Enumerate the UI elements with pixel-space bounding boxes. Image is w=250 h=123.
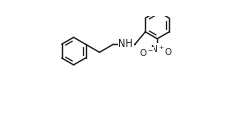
Text: O: O: [164, 48, 171, 57]
Text: O$^-$: O$^-$: [138, 47, 153, 58]
Text: N$^+$: N$^+$: [149, 43, 164, 55]
Text: NH: NH: [118, 39, 132, 49]
